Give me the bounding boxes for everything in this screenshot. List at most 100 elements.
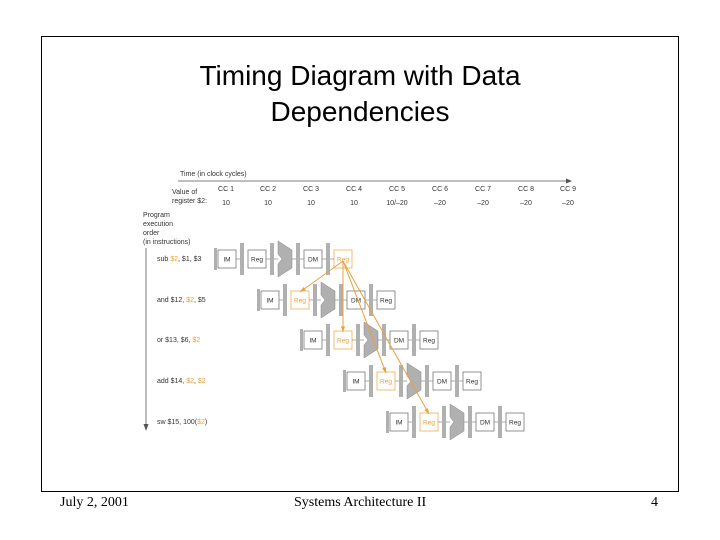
- highlighted-register: $2: [186, 378, 194, 385]
- alu-shape: [449, 403, 465, 441]
- execution-order-arrowhead: [143, 424, 149, 431]
- register-value: –20: [520, 200, 532, 207]
- im-stage-label: IM: [395, 420, 402, 427]
- reg-write-label: Reg: [466, 379, 478, 386]
- title-line-1: Timing Diagram with Data: [199, 60, 521, 91]
- im-stage-label: IM: [266, 298, 273, 305]
- footer-page-number: 4: [651, 495, 658, 510]
- alu-shape: [406, 362, 422, 400]
- execution-order-label: Program: [143, 212, 170, 219]
- pipeline-register: [270, 243, 274, 275]
- im-stage-label: IM: [352, 379, 359, 386]
- footer-date: July 2, 2001: [60, 495, 129, 510]
- dm-stage-label: DM: [480, 420, 490, 427]
- pipeline-register: [369, 365, 373, 397]
- alu-shape: [320, 281, 336, 319]
- instruction-label: sub $2, $1, $3: [157, 256, 201, 263]
- pipeline-register: [455, 365, 459, 397]
- pipeline-register: [283, 284, 287, 316]
- time-axis-label: Time (in clock cycles): [180, 171, 247, 178]
- reg-write-label: Reg: [380, 298, 392, 305]
- clock-cycle-label: CC 8: [518, 186, 534, 193]
- dependency-arrowhead: [382, 367, 386, 373]
- instruction-label: add $14, $2, $2: [157, 378, 206, 385]
- highlighted-register: $2: [170, 256, 178, 263]
- instruction-label: or $13, $6, $2: [157, 337, 200, 344]
- reg-read-label: Reg: [337, 338, 349, 345]
- dependency-arrowhead: [424, 408, 429, 414]
- reg-read-label: Reg: [380, 379, 392, 386]
- pipeline-register: [412, 324, 416, 356]
- im-stage-label: IM: [309, 338, 316, 345]
- clock-cycle-label: CC 9: [560, 186, 576, 193]
- reg-read-label: Reg: [423, 420, 435, 427]
- instruction-text: and $12,: [157, 297, 186, 304]
- register-value: –20: [434, 200, 446, 207]
- pipeline-register: [300, 329, 303, 351]
- reg-write-label: Reg: [509, 420, 521, 427]
- pipeline-register: [257, 289, 260, 311]
- pipeline-register: [369, 284, 373, 316]
- register-value: 10: [350, 200, 358, 207]
- execution-order-label: order: [143, 230, 160, 237]
- pipeline-register: [382, 324, 386, 356]
- pipeline-register: [399, 365, 403, 397]
- instruction-text: , $1, $3: [178, 256, 201, 263]
- register-value-label: Value of: [172, 189, 197, 196]
- pipeline-register: [425, 365, 429, 397]
- instruction-text: , $5: [194, 297, 206, 304]
- instruction-text: sub: [157, 256, 170, 263]
- highlighted-register: $2: [192, 337, 200, 344]
- pipeline-register: [214, 248, 217, 270]
- register-value-label: register $2:: [172, 198, 207, 205]
- clock-cycle-label: CC 4: [346, 186, 362, 193]
- instruction-text: add $14,: [157, 378, 186, 385]
- register-value: –20: [562, 200, 574, 207]
- time-axis-arrowhead: [566, 178, 572, 184]
- pipeline-register: [296, 243, 300, 275]
- slide-frame: [41, 36, 679, 492]
- alu-shape: [277, 240, 293, 278]
- pipeline-register: [326, 243, 330, 275]
- execution-order-label: execution: [143, 221, 173, 228]
- execution-order-label: (in instructions): [143, 239, 190, 246]
- instruction-label: sw $15, 100($2): [157, 419, 207, 426]
- pipeline-register: [498, 406, 502, 438]
- highlighted-register: $2: [186, 297, 194, 304]
- alu-shape: [363, 321, 379, 359]
- clock-cycle-label: CC 2: [260, 186, 276, 193]
- reg-write-label: Reg: [423, 338, 435, 345]
- dependency-arrow: [299, 260, 344, 293]
- highlighted-register: $2: [197, 419, 205, 426]
- pipeline-register: [442, 406, 446, 438]
- instruction-text: ): [205, 419, 207, 426]
- dm-stage-label: DM: [394, 338, 404, 345]
- highlighted-register: $2: [198, 378, 206, 385]
- clock-cycle-label: CC 7: [475, 186, 491, 193]
- dm-stage-label: DM: [308, 257, 318, 264]
- register-value: 10/–20: [386, 200, 408, 207]
- clock-cycle-label: CC 5: [389, 186, 405, 193]
- title-line-2: Dependencies: [270, 96, 450, 127]
- dependency-arrow: [342, 260, 387, 374]
- dm-stage-label: DM: [351, 298, 361, 305]
- clock-cycle-label: CC 6: [432, 186, 448, 193]
- pipeline-register: [412, 406, 416, 438]
- dependency-arrowhead: [340, 326, 346, 332]
- reg-read-label: Reg: [251, 257, 263, 264]
- register-value: 10: [307, 200, 315, 207]
- register-value: 10: [222, 200, 230, 207]
- pipeline-register: [356, 324, 360, 356]
- instruction-label: and $12, $2, $5: [157, 297, 206, 304]
- reg-write-label: Reg: [337, 257, 349, 264]
- clock-cycle-label: CC 1: [218, 186, 234, 193]
- pipeline-register: [240, 243, 244, 275]
- instruction-text: sw $15, 100(: [157, 419, 198, 426]
- clock-cycle-label: CC 3: [303, 186, 319, 193]
- im-stage-label: IM: [223, 257, 230, 264]
- pipeline-register: [339, 284, 343, 316]
- slide-title: Timing Diagram with Data Dependencies: [0, 58, 720, 130]
- register-value: –20: [477, 200, 489, 207]
- footer-course: Systems Architecture II: [294, 495, 427, 510]
